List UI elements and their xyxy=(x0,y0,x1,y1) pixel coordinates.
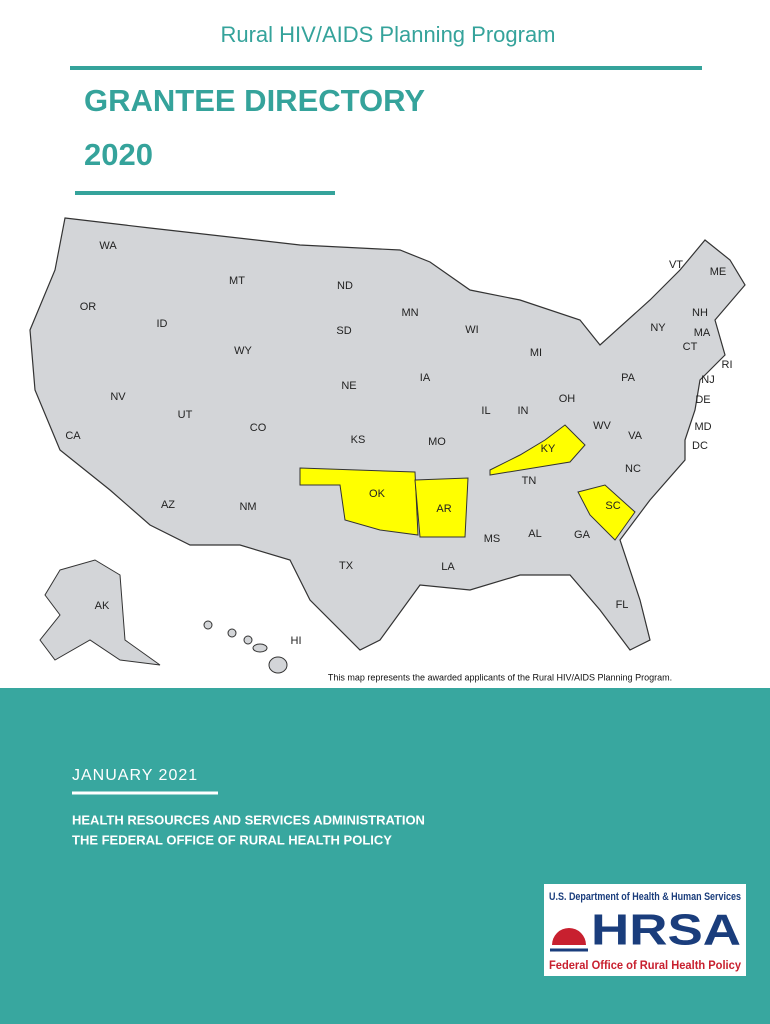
state-label: IN xyxy=(518,405,529,417)
state-label: TX xyxy=(339,560,354,572)
logo-box xyxy=(544,884,746,976)
office: THE FEDERAL OFFICE OF RURAL HEALTH POLIC… xyxy=(72,832,392,847)
state-label: VA xyxy=(628,430,643,442)
state-label: NJ xyxy=(701,374,714,386)
date: JANUARY 2021 xyxy=(72,767,198,784)
highlighted-state xyxy=(414,477,469,538)
state-label: MO xyxy=(428,436,446,448)
state-label: SC xyxy=(605,500,620,512)
state-label: NH xyxy=(692,307,708,319)
state-label: AL xyxy=(528,528,541,540)
state-label: FL xyxy=(616,599,629,611)
state-label: OH xyxy=(559,393,576,405)
state-label: KS xyxy=(351,434,366,446)
state-label: OR xyxy=(80,301,97,313)
agency: HEALTH RESOURCES AND SERVICES ADMINISTRA… xyxy=(72,812,425,827)
state-label: NC xyxy=(625,463,641,475)
map-caption: This map represents the awarded applican… xyxy=(328,672,672,682)
program-title: Rural HIV/AIDS Planning Program xyxy=(220,22,555,47)
state-label: PA xyxy=(621,372,636,384)
logo-emblem xyxy=(550,928,588,952)
state-label: MI xyxy=(530,347,542,359)
state-label: NY xyxy=(650,322,666,334)
state-label: CA xyxy=(65,430,81,442)
state-label: ME xyxy=(710,266,727,278)
logo-department: U.S. Department of Health & Human Servic… xyxy=(549,891,741,903)
state-label: HI xyxy=(291,635,302,647)
state-label: UT xyxy=(178,409,193,421)
state-label: MS xyxy=(484,533,501,545)
state-label: TN xyxy=(522,475,537,487)
state-label: IA xyxy=(420,372,431,384)
us-map: WA MT ND MN VT ME OR ID SD WI NY NH MA CT RI WY MI IA NE PA… xyxy=(29,217,746,674)
state-label: LA xyxy=(441,561,455,573)
year: 2020 xyxy=(84,137,153,172)
state-label: MD xyxy=(694,421,711,433)
state-label: MA xyxy=(694,327,711,339)
us-outline xyxy=(29,217,746,651)
state-label: DC xyxy=(692,440,708,452)
state-label: NM xyxy=(239,501,256,513)
state-label: MN xyxy=(401,307,418,319)
state-label: KY xyxy=(541,443,556,455)
state-label: OK xyxy=(369,488,386,500)
state-label: CT xyxy=(683,341,698,353)
state-label: MT xyxy=(229,275,245,287)
state-label: AR xyxy=(436,503,451,515)
logo-office: Federal Office of Rural Health Policy xyxy=(549,958,741,972)
state-label: VT xyxy=(669,259,683,271)
highlighted-state xyxy=(489,424,586,476)
state-label: ND xyxy=(337,280,353,292)
state-label: WY xyxy=(234,345,252,357)
state-label: CO xyxy=(250,422,267,434)
state-label: ID xyxy=(157,318,168,330)
state-label: AK xyxy=(95,600,110,612)
state-label: GA xyxy=(574,529,591,541)
logo-name: HRSA xyxy=(591,906,741,955)
state-label: IL xyxy=(481,405,490,417)
highlighted-state xyxy=(577,484,636,541)
state-label: SD xyxy=(336,325,351,337)
state-label: DE xyxy=(695,394,710,406)
state-label: WV xyxy=(593,420,611,432)
hawaii-shapes xyxy=(203,620,288,674)
directory-title: GRANTEE DIRECTORY xyxy=(84,83,425,118)
state-label: WA xyxy=(99,240,117,252)
state-label: RI xyxy=(722,359,733,371)
state-label: WI xyxy=(465,324,478,336)
alaska-shape xyxy=(39,559,161,666)
state-label: AZ xyxy=(161,499,175,511)
state-label: NV xyxy=(110,391,126,403)
state-label: NE xyxy=(341,380,356,392)
